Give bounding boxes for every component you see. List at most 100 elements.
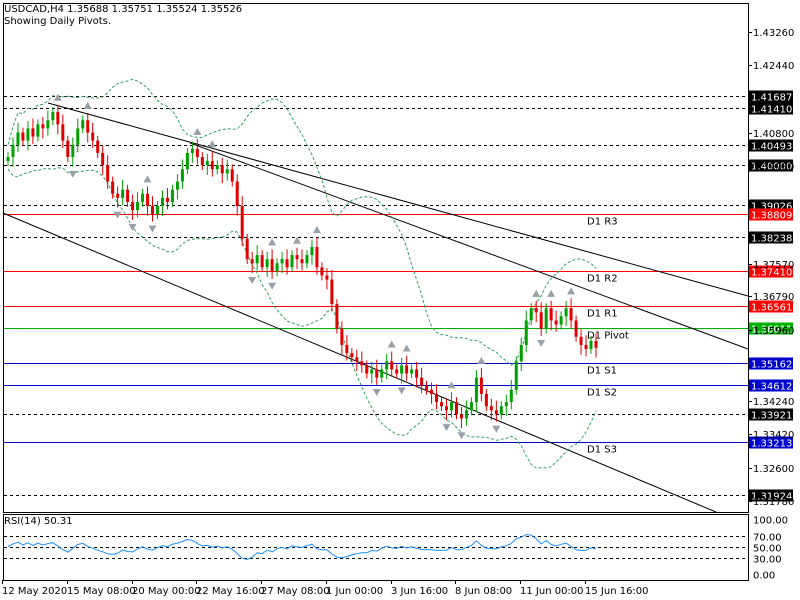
rsi-level-label-1: 70.00 bbox=[753, 533, 782, 544]
level-price-box-2 bbox=[749, 139, 793, 152]
fractal-down-79 bbox=[397, 387, 406, 395]
candle-body-44 bbox=[225, 169, 229, 174]
candle-body-9 bbox=[51, 112, 55, 121]
candle-body-96 bbox=[484, 393, 488, 407]
candle-body-88 bbox=[445, 406, 449, 411]
x-tick-label-2: 20 May 00:00 bbox=[132, 586, 201, 597]
rsi-level-label-3: 30.00 bbox=[753, 555, 782, 566]
bollinger-bands-layer bbox=[7, 78, 597, 469]
candle-body-80 bbox=[405, 365, 409, 374]
candle-body-108 bbox=[544, 308, 548, 329]
fractal-up-53 bbox=[268, 238, 277, 246]
level-price-label-9: 1.36011 bbox=[751, 325, 792, 336]
fractal-up-28 bbox=[143, 175, 152, 183]
candle-body-12 bbox=[66, 140, 70, 158]
candle-body-76 bbox=[385, 361, 389, 370]
candle-body-21 bbox=[111, 181, 115, 194]
candle-body-39 bbox=[200, 157, 204, 166]
candle-body-67 bbox=[340, 328, 344, 345]
candle-body-37 bbox=[190, 148, 194, 153]
candle-body-89 bbox=[449, 402, 453, 411]
level-price-box-3 bbox=[749, 159, 793, 172]
candle-body-103 bbox=[519, 344, 523, 362]
candle-body-109 bbox=[549, 308, 553, 321]
candle-body-5 bbox=[31, 128, 35, 137]
candle-body-23 bbox=[121, 189, 125, 198]
candle-body-41 bbox=[210, 161, 214, 170]
level-price-box-12 bbox=[749, 408, 793, 421]
candle-body-110 bbox=[554, 320, 558, 325]
fractal-down-49 bbox=[248, 277, 257, 285]
level-name-10: D1 S1 bbox=[587, 366, 617, 377]
level-price-label-4: 1.39026 bbox=[751, 202, 792, 213]
upper-band bbox=[7, 78, 597, 366]
fractal-down-107 bbox=[537, 339, 546, 347]
level-name-8: D1 R1 bbox=[587, 309, 618, 320]
candle-body-63 bbox=[320, 267, 324, 276]
candle-body-50 bbox=[255, 255, 259, 264]
candle-body-36 bbox=[185, 152, 189, 170]
trendline-upper-1 bbox=[47, 102, 749, 297]
candle-body-4 bbox=[26, 128, 30, 141]
level-price-box-6 bbox=[749, 231, 793, 244]
candle-body-53 bbox=[270, 259, 274, 272]
fractal-up-38 bbox=[193, 128, 202, 136]
candle-body-8 bbox=[46, 120, 50, 129]
candle-body-49 bbox=[250, 259, 254, 264]
candle-body-95 bbox=[479, 377, 483, 394]
fractal-down-29 bbox=[148, 225, 157, 233]
candle-body-45 bbox=[230, 169, 234, 182]
candle-body-94 bbox=[474, 377, 478, 403]
candle-body-54 bbox=[275, 263, 279, 272]
candle-body-24 bbox=[126, 189, 130, 202]
fractal-up-113 bbox=[567, 287, 576, 295]
level-name-13: D1 S3 bbox=[587, 445, 617, 456]
candle-body-29 bbox=[151, 206, 155, 215]
candles-layer bbox=[6, 104, 598, 429]
level-price-label-6: 1.38238 bbox=[751, 234, 792, 245]
fractal-down-88 bbox=[442, 424, 451, 432]
candle-body-22 bbox=[116, 193, 120, 198]
level-price-box-9 bbox=[749, 322, 793, 335]
trendline-upper-2 bbox=[189, 142, 749, 350]
x-tick-label-5: 1 Jun 00:00 bbox=[326, 586, 383, 597]
candle-body-114 bbox=[574, 320, 578, 337]
candle-body-10 bbox=[56, 112, 60, 125]
y-tick-label-0: 1.43260 bbox=[753, 28, 794, 39]
candle-body-97 bbox=[489, 406, 493, 411]
candle-body-2 bbox=[16, 132, 20, 145]
level-price-box-7 bbox=[749, 265, 793, 278]
candle-body-55 bbox=[280, 259, 284, 264]
level-price-label-8: 1.36561 bbox=[751, 303, 792, 314]
candle-body-77 bbox=[390, 361, 394, 370]
candle-body-79 bbox=[400, 365, 404, 374]
candle-body-69 bbox=[350, 353, 354, 358]
fractal-up-109 bbox=[547, 289, 556, 297]
fractal-down-53 bbox=[268, 282, 277, 290]
fractal-up-106 bbox=[532, 289, 541, 297]
candle-body-75 bbox=[380, 369, 384, 378]
candle-body-65 bbox=[330, 279, 334, 305]
candle-body-31 bbox=[160, 197, 164, 207]
y-tick-label-8: 1.33420 bbox=[753, 430, 794, 441]
rsi-plot-frame bbox=[3, 514, 749, 581]
level-price-box-14 bbox=[749, 489, 793, 502]
candle-body-87 bbox=[440, 402, 444, 407]
candle-body-1 bbox=[11, 144, 15, 158]
level-price-box-0 bbox=[749, 90, 793, 103]
candle-body-118 bbox=[594, 340, 598, 348]
x-tick-label-7: 8 Jun 08:00 bbox=[455, 586, 512, 597]
candle-body-0 bbox=[6, 157, 10, 162]
fractal-down-98 bbox=[492, 425, 501, 433]
candle-body-68 bbox=[345, 344, 349, 354]
fractal-down-91 bbox=[457, 432, 466, 440]
rsi-level-label-2: 50.00 bbox=[753, 544, 782, 555]
candle-body-101 bbox=[509, 389, 513, 403]
rsi-title: RSI(14) 50.31 bbox=[4, 516, 73, 527]
candle-body-70 bbox=[355, 357, 359, 362]
pivots-subtitle: Showing Daily Pivots. bbox=[4, 16, 112, 27]
x-tick-label-9: 15 Jun 16:00 bbox=[585, 586, 649, 597]
y-tick-label-6: 1.35960 bbox=[753, 326, 794, 337]
candle-body-14 bbox=[76, 128, 80, 145]
